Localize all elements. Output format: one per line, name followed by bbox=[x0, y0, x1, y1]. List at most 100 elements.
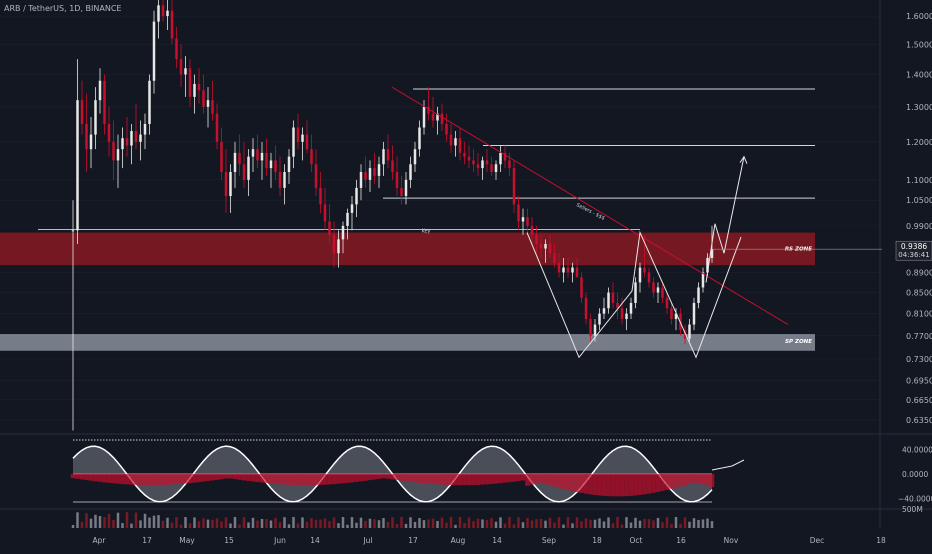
candle-body bbox=[193, 83, 196, 97]
candle-body bbox=[710, 249, 714, 258]
osc-hist-bar bbox=[295, 474, 301, 486]
volume-bar bbox=[287, 524, 291, 528]
candle-body bbox=[229, 171, 232, 197]
price-tick-label: 1.0500 bbox=[906, 196, 932, 205]
osc-hist-bar bbox=[187, 474, 193, 484]
volume-bar bbox=[530, 520, 534, 528]
price-tick-label: 1.2000 bbox=[906, 138, 932, 147]
time-axis: Apr 17 May 15 Jun 14 Jul 17 Aug 14 Sep 18 Oct 16 Nov De… bbox=[93, 536, 886, 545]
osc-hist-bar bbox=[534, 474, 539, 484]
osc-hist-bar bbox=[277, 474, 283, 485]
volume-bar bbox=[485, 519, 489, 528]
osc-hist-bar bbox=[111, 474, 116, 484]
volume-pane bbox=[0, 508, 932, 528]
candle-body bbox=[112, 141, 115, 161]
osc-hist-bar bbox=[543, 474, 548, 485]
osc-hist-bar bbox=[457, 474, 463, 486]
osc-hist-bar bbox=[84, 474, 89, 481]
volume-bar bbox=[166, 517, 169, 528]
time-tick-label: Dec bbox=[810, 536, 825, 545]
volume-bar bbox=[202, 518, 205, 528]
candle-body bbox=[656, 287, 660, 293]
candle-body bbox=[346, 212, 349, 226]
osc-hist-bar bbox=[705, 474, 710, 486]
volume-bar bbox=[521, 522, 525, 528]
projection-path[interactable] bbox=[705, 156, 745, 283]
candle-body bbox=[125, 138, 129, 146]
volume-bar bbox=[359, 517, 363, 528]
candle-body bbox=[121, 138, 124, 150]
candle-body bbox=[494, 164, 498, 172]
volume-bar bbox=[269, 520, 273, 528]
horizontal-levels bbox=[38, 88, 815, 230]
time-tick-label: Oct bbox=[630, 536, 643, 545]
osc-hist-bar bbox=[642, 474, 647, 495]
osc-hist-bar bbox=[354, 474, 359, 482]
time-tick-label: Nov bbox=[724, 536, 739, 545]
candle-body bbox=[683, 330, 687, 339]
volume-bar bbox=[130, 523, 133, 528]
volume-bar bbox=[647, 519, 651, 528]
osc-hist-bar bbox=[606, 474, 611, 497]
volume-bar bbox=[170, 522, 174, 528]
candle-body bbox=[643, 267, 646, 273]
candle-body bbox=[364, 171, 367, 180]
candle-body bbox=[260, 152, 264, 161]
volume-bar bbox=[503, 523, 507, 528]
volume-bar bbox=[296, 523, 300, 528]
volume-bar bbox=[112, 519, 115, 528]
volume-bar bbox=[665, 517, 669, 528]
volume-bar bbox=[134, 512, 138, 528]
osc-hist-bar bbox=[291, 474, 296, 485]
osc-hist-bar bbox=[75, 474, 80, 479]
candle-body bbox=[544, 243, 547, 249]
candle-body bbox=[98, 80, 102, 101]
candle-body bbox=[548, 243, 552, 254]
candle-body bbox=[458, 138, 462, 153]
volume-bar bbox=[332, 517, 336, 528]
volume-bar bbox=[548, 517, 552, 528]
osc-hist-bar bbox=[349, 474, 355, 483]
osc-hist-bar bbox=[363, 474, 368, 481]
osc-hist-bar bbox=[426, 474, 431, 484]
time-tick-label: 17 bbox=[408, 536, 418, 545]
volume-bar bbox=[395, 524, 399, 528]
double-bottom-pattern[interactable] bbox=[526, 230, 742, 359]
osc-hist-bar bbox=[709, 474, 715, 488]
candle-body bbox=[602, 308, 606, 314]
volume-bar bbox=[157, 515, 160, 528]
volume-bar bbox=[508, 517, 511, 528]
osc-hist-bar bbox=[583, 474, 589, 494]
osc-hist-bar bbox=[331, 474, 337, 485]
sellers-trendline[interactable] bbox=[391, 86, 789, 325]
osc-tick-label: 0.0000 bbox=[902, 470, 928, 479]
osc-hist-bar bbox=[133, 474, 139, 485]
time-tick-label: 17 bbox=[142, 536, 152, 545]
volume-bar bbox=[292, 517, 295, 528]
current-price-tag: 0.9386 04:36:41 bbox=[712, 240, 932, 261]
candle-body bbox=[179, 59, 183, 75]
osc-hist-bar bbox=[678, 474, 683, 487]
volume-bar bbox=[238, 524, 241, 528]
candle-body bbox=[440, 113, 444, 124]
candle-body bbox=[476, 164, 480, 169]
candle-body bbox=[404, 179, 408, 197]
candle-body bbox=[301, 134, 304, 142]
candle-body bbox=[674, 313, 678, 320]
osc-hist-bar bbox=[664, 474, 670, 490]
candle-body bbox=[368, 168, 372, 180]
volume-bar bbox=[224, 517, 228, 528]
osc-tick-label: 40.0000 bbox=[902, 445, 932, 454]
volume-bar bbox=[526, 517, 529, 528]
price-tick-label: 1.4000 bbox=[906, 70, 932, 79]
volume-bar bbox=[674, 517, 678, 528]
candle-body bbox=[242, 164, 246, 180]
candle-body bbox=[202, 90, 205, 107]
volume-bar bbox=[116, 512, 120, 528]
volume-bar bbox=[625, 517, 628, 528]
volume-bar bbox=[481, 519, 484, 528]
osc-hist-bar bbox=[358, 474, 364, 482]
candle-body bbox=[251, 149, 255, 157]
osc-hist-bar bbox=[619, 474, 625, 497]
